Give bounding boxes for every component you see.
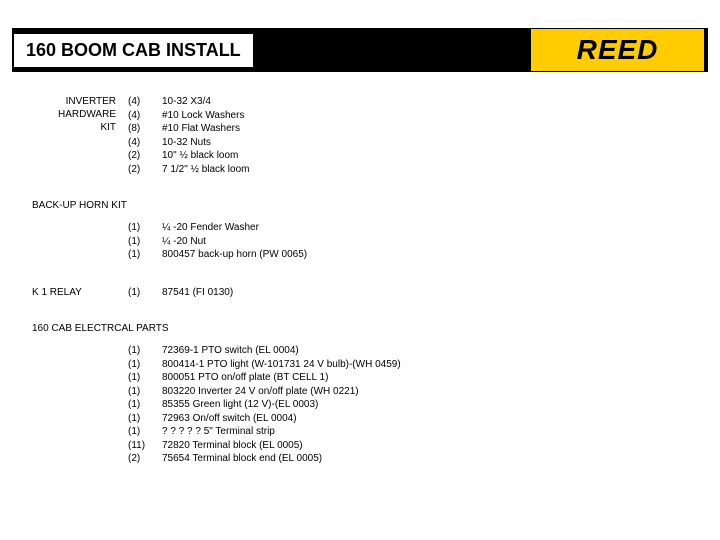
label-line: HARDWARE bbox=[20, 108, 116, 121]
item-desc: #10 Flat Washers bbox=[162, 122, 250, 136]
header-bar: 160 BOOM CAB INSTALL REED bbox=[12, 28, 708, 72]
item-desc: 10-32 X3/4 bbox=[162, 95, 250, 109]
section-electrical: (1) 72369-1 PTO switch (EL 0004) (1) 800414… bbox=[20, 344, 700, 466]
section-label-k1relay: K 1 RELAY bbox=[20, 286, 128, 299]
item-desc: 72820 Terminal block (EL 0005) bbox=[162, 439, 401, 453]
item-desc: 72369-1 PTO switch (EL 0004) bbox=[162, 344, 401, 358]
section-k1relay: K 1 RELAY (1) 87541 (FI 0130) bbox=[20, 286, 700, 300]
item-desc: 800414-1 PTO light (W-101731 24 V bulb)-… bbox=[162, 358, 401, 372]
item-row: (4) #10 Lock Washers bbox=[128, 109, 250, 123]
item-row: (1) ¼ -20 Fender Washer bbox=[128, 221, 307, 235]
item-qty: (4) bbox=[128, 136, 154, 150]
item-qty: (1) bbox=[128, 344, 154, 358]
item-desc: ¼ -20 Fender Washer bbox=[162, 221, 307, 235]
section-label-inverter: INVERTER HARDWARE KIT bbox=[20, 95, 128, 134]
item-qty: (1) bbox=[128, 286, 154, 300]
item-qty: (11) bbox=[128, 439, 154, 453]
item-qty: (4) bbox=[128, 95, 154, 109]
heading-backup: BACK-UP HORN KIT bbox=[20, 200, 700, 211]
item-desc: 803220 Inverter 24 V on/off plate (WH 02… bbox=[162, 385, 401, 399]
item-row: (2) 75654 Terminal block end (EL 0005) bbox=[128, 452, 401, 466]
item-qty: (1) bbox=[128, 398, 154, 412]
item-row: (1) 85355 Green light (12 V)-(EL 0003) bbox=[128, 398, 401, 412]
item-qty: (1) bbox=[128, 248, 154, 262]
item-row: (8) #10 Flat Washers bbox=[128, 122, 250, 136]
heading-electrical: 160 CAB ELECTRCAL PARTS bbox=[20, 323, 700, 334]
label-line: KIT bbox=[20, 121, 116, 134]
item-desc: 87541 (FI 0130) bbox=[162, 286, 233, 300]
item-qty: (2) bbox=[128, 149, 154, 163]
item-qty: (1) bbox=[128, 385, 154, 399]
section-backup: (1) ¼ -20 Fender Washer (1) ¼ -20 Nut (1) 800… bbox=[20, 221, 700, 262]
item-qty: (1) bbox=[128, 235, 154, 249]
label-line: INVERTER bbox=[20, 95, 116, 108]
items-electrical: (1) 72369-1 PTO switch (EL 0004) (1) 800414… bbox=[128, 344, 401, 466]
item-desc: ¼ -20 Nut bbox=[162, 235, 307, 249]
item-row: (1) 803220 Inverter 24 V on/off plate (WH… bbox=[128, 385, 401, 399]
item-qty: (8) bbox=[128, 122, 154, 136]
item-qty: (4) bbox=[128, 109, 154, 123]
item-qty: (2) bbox=[128, 163, 154, 177]
item-desc: 72963 On/off switch (EL 0004) bbox=[162, 412, 401, 426]
item-qty: (1) bbox=[128, 358, 154, 372]
logo-text: REED bbox=[577, 34, 659, 66]
item-qty: (2) bbox=[128, 452, 154, 466]
item-row: (1) ? ? ? ? ? 5" Terminal strip bbox=[128, 425, 401, 439]
page-title: 160 BOOM CAB INSTALL bbox=[12, 32, 255, 69]
item-row: (11) 72820 Terminal block (EL 0005) bbox=[128, 439, 401, 453]
item-desc: #10 Lock Washers bbox=[162, 109, 250, 123]
content: INVERTER HARDWARE KIT (4) 10-32 X3/4 (4) #1… bbox=[20, 95, 700, 490]
item-row: (4) 10-32 X3/4 bbox=[128, 95, 250, 109]
item-row: (2) 10" ½ black loom bbox=[128, 149, 250, 163]
item-row: (2) 7 1/2" ½ black loom bbox=[128, 163, 250, 177]
item-row: (1) 72369-1 PTO switch (EL 0004) bbox=[128, 344, 401, 358]
item-desc: 10-32 Nuts bbox=[162, 136, 250, 150]
item-row: (1) 800457 back-up horn (PW 0065) bbox=[128, 248, 307, 262]
item-desc: 85355 Green light (12 V)-(EL 0003) bbox=[162, 398, 401, 412]
items-backup: (1) ¼ -20 Fender Washer (1) ¼ -20 Nut (1) 800… bbox=[128, 221, 307, 262]
item-qty: (1) bbox=[128, 412, 154, 426]
item-row: (1) 800051 PTO on/off plate (BT CELL 1) bbox=[128, 371, 401, 385]
item-desc: 800051 PTO on/off plate (BT CELL 1) bbox=[162, 371, 401, 385]
item-row: (1) ¼ -20 Nut bbox=[128, 235, 307, 249]
item-row: (1) 87541 (FI 0130) bbox=[128, 286, 233, 300]
item-row: (1) 800414-1 PTO light (W-101731 24 V bul… bbox=[128, 358, 401, 372]
item-desc: 10" ½ black loom bbox=[162, 149, 250, 163]
item-qty: (1) bbox=[128, 425, 154, 439]
item-desc: 7 1/2" ½ black loom bbox=[162, 163, 250, 177]
item-qty: (1) bbox=[128, 221, 154, 235]
items-inverter: (4) 10-32 X3/4 (4) #10 Lock Washers (8) #10 F… bbox=[128, 95, 250, 176]
section-inverter: INVERTER HARDWARE KIT (4) 10-32 X3/4 (4) #1… bbox=[20, 95, 700, 176]
item-desc: 800457 back-up horn (PW 0065) bbox=[162, 248, 307, 262]
item-row: (4) 10-32 Nuts bbox=[128, 136, 250, 150]
item-desc: 75654 Terminal block end (EL 0005) bbox=[162, 452, 401, 466]
item-desc: ? ? ? ? ? 5" Terminal strip bbox=[162, 425, 401, 439]
item-qty: (1) bbox=[128, 371, 154, 385]
logo-box: REED bbox=[530, 28, 705, 72]
item-row: (1) 72963 On/off switch (EL 0004) bbox=[128, 412, 401, 426]
items-k1relay: (1) 87541 (FI 0130) bbox=[128, 286, 233, 300]
